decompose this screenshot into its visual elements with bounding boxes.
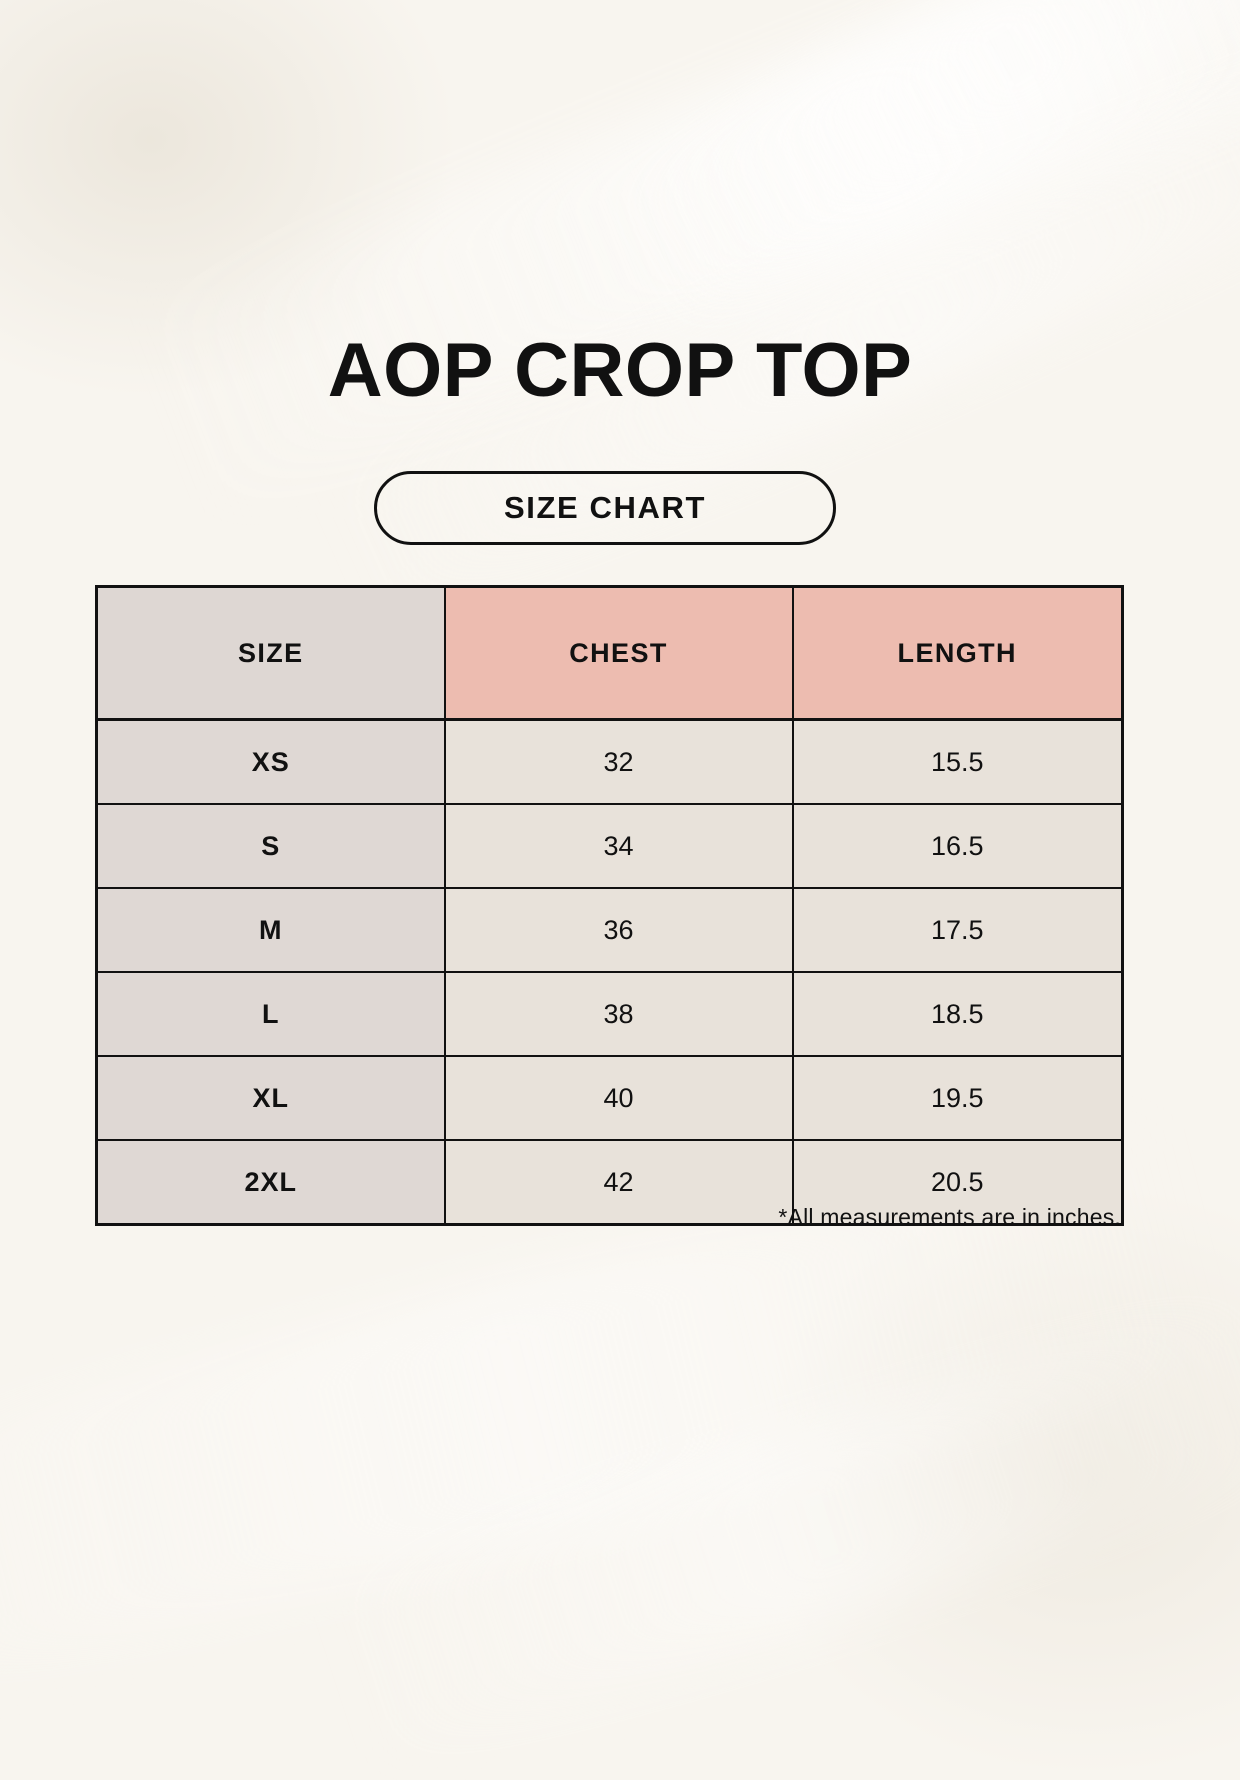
cell-chest: 34	[443, 803, 794, 889]
measurements-footnote: *All measurements are in inches.	[778, 1204, 1121, 1230]
background-shade-bottom-right	[740, 1180, 1240, 1780]
cell-chest: 40	[443, 1055, 794, 1141]
cell-size: L	[95, 971, 446, 1057]
table-row: 2XL 42 20.5	[95, 1139, 1124, 1226]
background-streak	[315, 1280, 1240, 1770]
table-row: XL 40 19.5	[95, 1055, 1124, 1141]
cell-chest: 36	[443, 887, 794, 973]
cell-chest: 38	[443, 971, 794, 1057]
cell-size: M	[95, 887, 446, 973]
cell-length: 18.5	[791, 971, 1124, 1057]
cell-length: 20.5	[791, 1139, 1124, 1226]
cell-size: XL	[95, 1055, 446, 1141]
cell-chest: 42	[443, 1139, 794, 1226]
table-row: M 36 17.5	[95, 887, 1124, 973]
cell-length: 16.5	[791, 803, 1124, 889]
table-row: XS 32 15.5	[95, 718, 1124, 805]
cell-length: 17.5	[791, 887, 1124, 973]
table-row: S 34 16.5	[95, 803, 1124, 889]
cell-size: S	[95, 803, 446, 889]
table-header-row: SIZE CHEST LENGTH	[95, 585, 1124, 721]
cell-length: 19.5	[791, 1055, 1124, 1141]
column-header-size: SIZE	[95, 585, 446, 721]
cell-length: 15.5	[791, 718, 1124, 805]
size-chart-badge-label: SIZE CHART	[504, 490, 706, 525]
table-row: L 38 18.5	[95, 971, 1124, 1057]
size-chart-table: SIZE CHEST LENGTH XS 32 15.5 S 34 16.5 M…	[95, 585, 1124, 1226]
cell-chest: 32	[443, 718, 794, 805]
cell-size: 2XL	[95, 1139, 446, 1226]
page-title: AOP CROP TOP	[327, 328, 913, 413]
column-header-length: LENGTH	[791, 585, 1124, 721]
cell-size: XS	[95, 718, 446, 805]
background-streak	[132, 0, 1240, 512]
column-header-chest: CHEST	[443, 585, 794, 721]
background-streak	[577, 0, 1240, 354]
size-chart-badge: SIZE CHART	[374, 471, 836, 545]
